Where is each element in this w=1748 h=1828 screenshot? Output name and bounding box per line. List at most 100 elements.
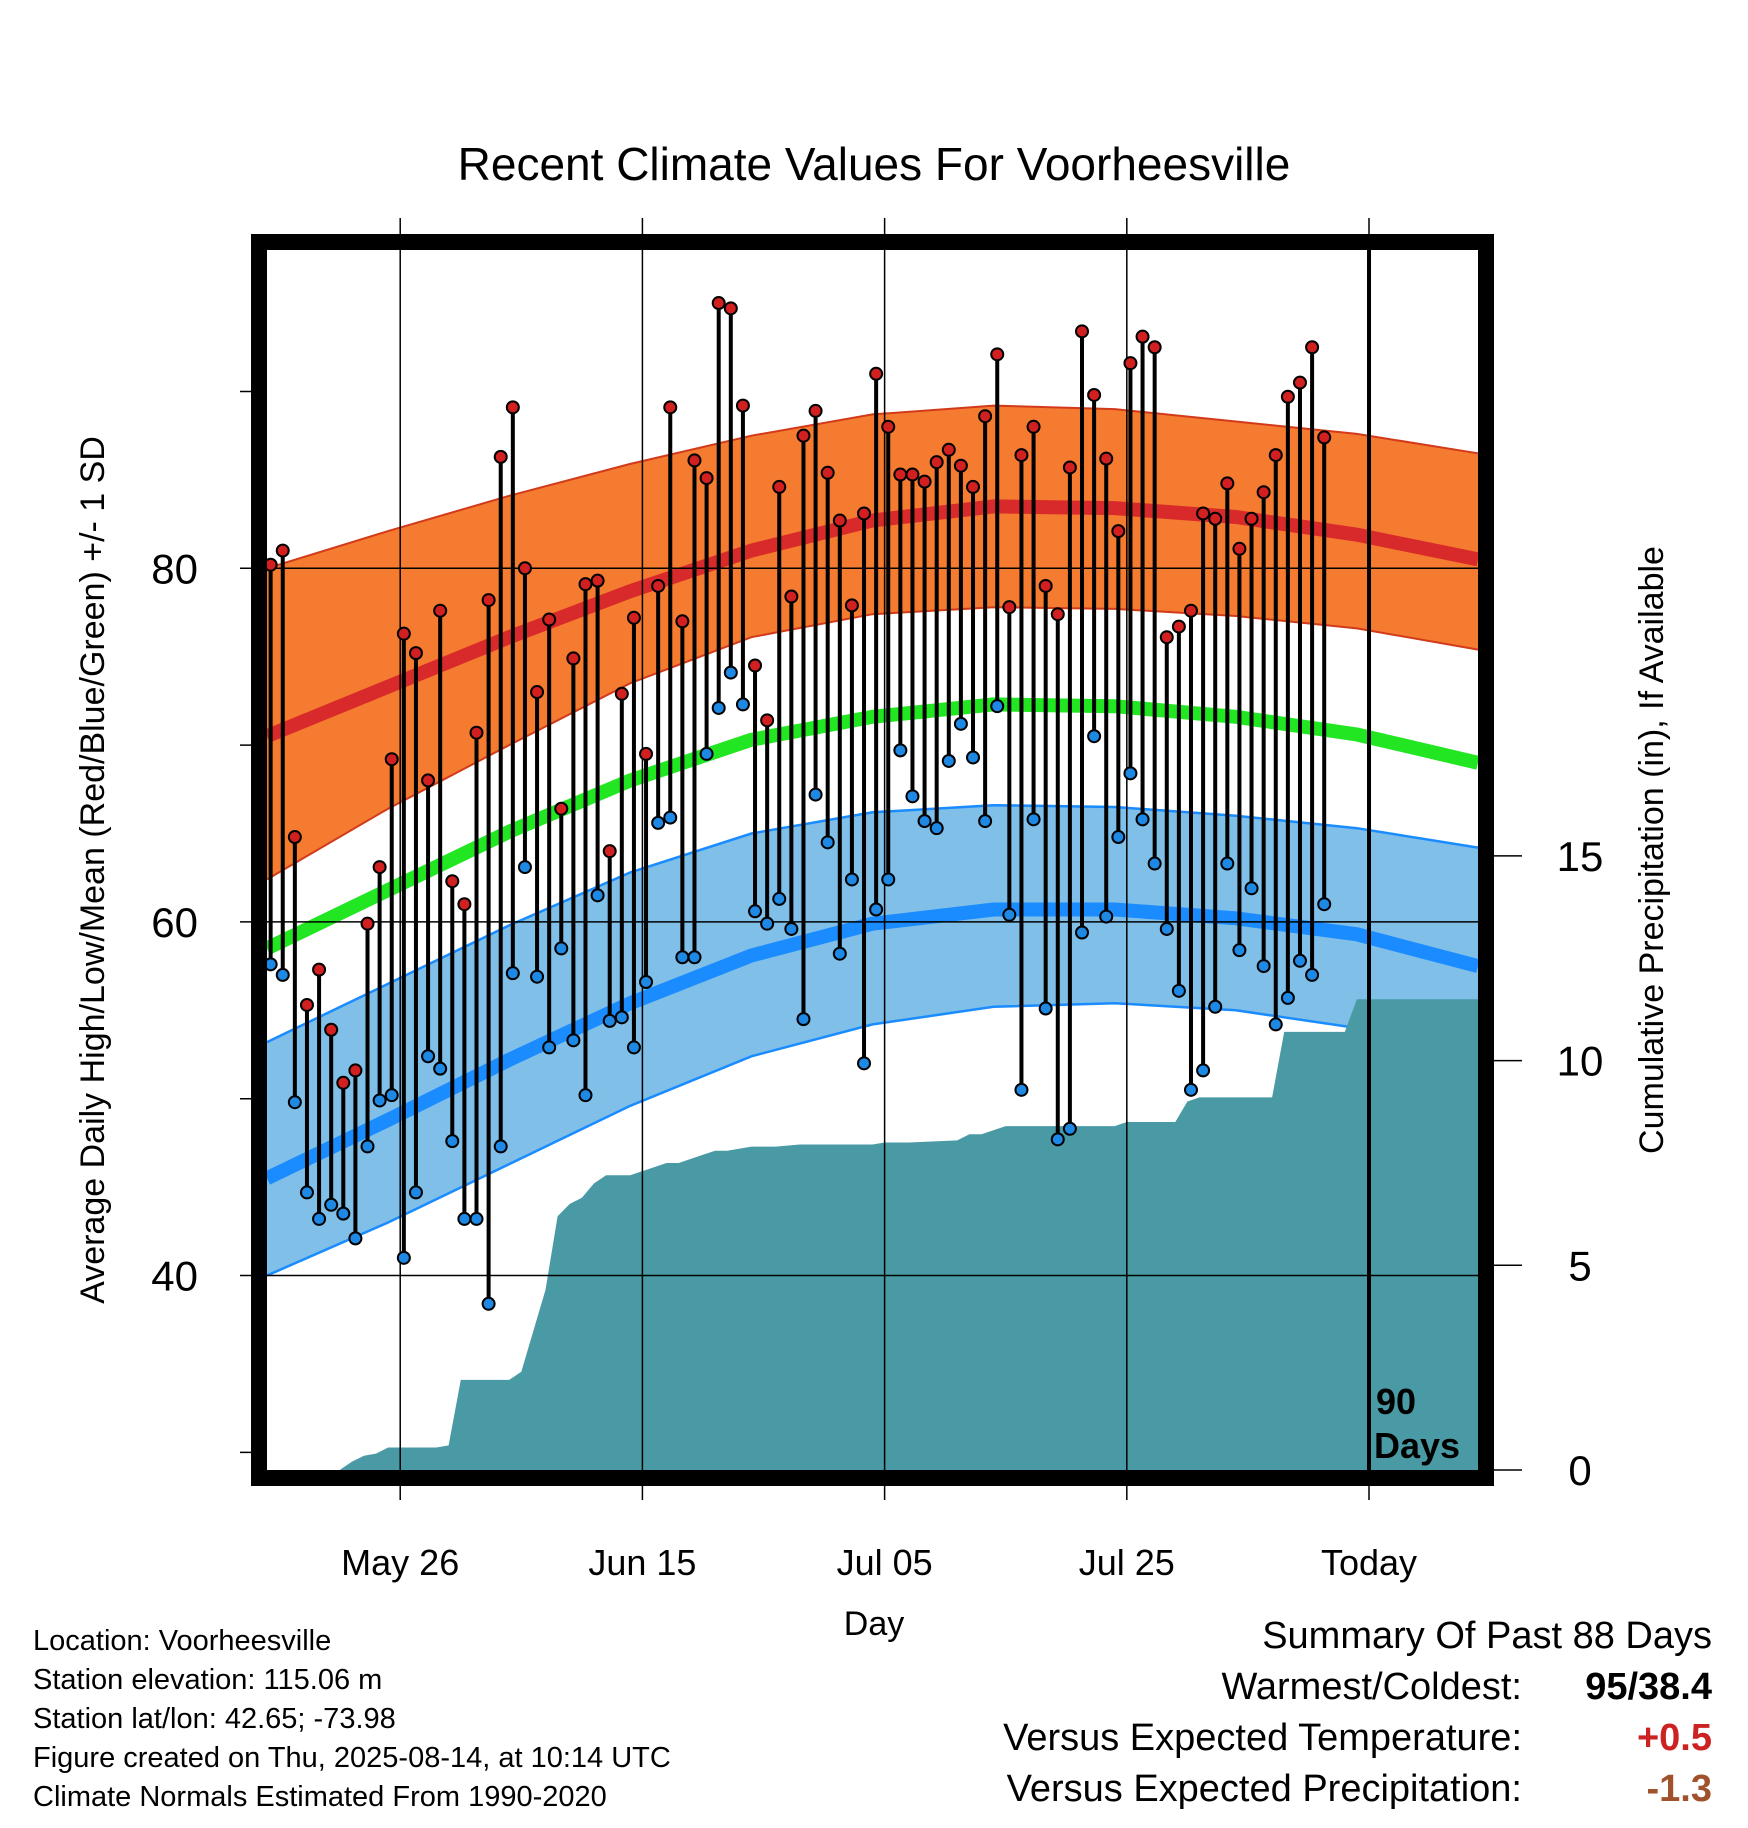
daily-high-point [493, 449, 508, 464]
daily-high-point [1050, 607, 1065, 622]
daily-high-point [905, 467, 920, 482]
daily-high-point [1099, 451, 1114, 466]
daily-low-point [723, 665, 738, 680]
daily-observations [263, 250, 1372, 1470]
daily-low-point [530, 969, 545, 984]
daily-high-point [1014, 448, 1029, 463]
daily-low-point [1002, 907, 1017, 922]
warm-cold-label: Warmest/Coldest: [1221, 1666, 1522, 1708]
daily-low-point [760, 916, 775, 931]
daily-low-point [832, 946, 847, 961]
daily-low-point [324, 1197, 339, 1212]
high-sd-upper-edge [266, 404, 1479, 570]
daily-high-point [675, 614, 690, 629]
daily-low-point [796, 1012, 811, 1027]
daily-high-point [1087, 387, 1102, 402]
daily-high-point [990, 347, 1005, 362]
daily-high-point [1208, 511, 1223, 526]
daily-low-point [978, 814, 993, 829]
summary-title: Summary Of Past 88 Days [1262, 1615, 1712, 1657]
daily-low-point [517, 860, 532, 875]
daily-high-point [1256, 485, 1271, 500]
daily-low-point [275, 967, 290, 982]
daily-high-point [445, 874, 460, 889]
summary-title-row: Summary Of Past 88 Days [1003, 1615, 1712, 1666]
daily-high-point [505, 400, 520, 415]
normals-text: Climate Normals Estimated From 1990-2020 [33, 1781, 607, 1813]
daily-low-point [1087, 729, 1102, 744]
daily-low-point [1268, 1017, 1283, 1032]
daily-low-point [457, 1211, 472, 1226]
daily-low-point [493, 1139, 508, 1154]
daily-high-point [1135, 329, 1150, 344]
y-axis-label: Average Daily High/Low/Mean (Red/Blue/Gr… [74, 436, 112, 1304]
daily-low-point [445, 1134, 460, 1149]
daily-low-point [1256, 959, 1271, 974]
x-tick-label: May 26 [341, 1542, 459, 1583]
daily-high-point [1002, 600, 1017, 615]
daily-low-point [1171, 983, 1186, 998]
daily-low-point [312, 1211, 327, 1226]
daily-high-point [433, 603, 448, 618]
daily-low-point [554, 941, 569, 956]
daily-high-point [844, 598, 859, 613]
chart-title: Recent Climate Values For Voorheesville [458, 138, 1291, 190]
daily-high-point [312, 962, 327, 977]
daily-high-point [626, 610, 641, 625]
daily-low-point [990, 699, 1005, 714]
daily-high-point [663, 400, 678, 415]
daily-high-point [602, 844, 617, 859]
daily-low-point [820, 835, 835, 850]
daily-high-point [566, 651, 581, 666]
daily-high-point [287, 830, 302, 845]
daily-high-point [275, 543, 290, 558]
daily-high-point [651, 578, 666, 593]
daily-high-point [978, 409, 993, 424]
daily-low-point [1196, 1063, 1211, 1078]
daily-low-point [1111, 830, 1126, 845]
daily-low-point [772, 891, 787, 906]
daily-high-point [384, 752, 399, 767]
daily-low-point [808, 787, 823, 802]
daily-high-point [711, 296, 726, 311]
daily-low-point [881, 872, 896, 887]
daily-high-point [530, 685, 545, 700]
daily-low-point [1292, 953, 1307, 968]
daily-high-point [917, 474, 932, 489]
daily-low-point [421, 1049, 436, 1064]
daily-low-point [602, 1013, 617, 1028]
daily-low-point [687, 950, 702, 965]
precip-value: -1.3 [1646, 1768, 1712, 1810]
daily-high-point [1111, 524, 1126, 539]
y-tick-label: 40 [151, 1253, 198, 1300]
daily-low-point [1038, 1001, 1053, 1016]
daily-high-point [953, 458, 968, 473]
daily-low-point [360, 1139, 375, 1154]
daily-high-point [893, 467, 908, 482]
daily-high-point [1232, 541, 1247, 556]
daily-low-point [869, 902, 884, 917]
daily-low-point [614, 1010, 629, 1025]
daily-high-point [881, 419, 896, 434]
daily-high-point [578, 577, 593, 592]
daily-low-point [953, 716, 968, 731]
daily-low-point [844, 872, 859, 887]
daily-low-point [735, 697, 750, 712]
daily-high-point [772, 479, 787, 494]
latlon-text: Station lat/lon: 42.65; -73.98 [33, 1703, 396, 1735]
daily-high-point [299, 997, 314, 1012]
daily-high-point [796, 428, 811, 443]
daily-high-point [832, 513, 847, 528]
daily-low-point [1026, 812, 1041, 827]
daily-low-point [1135, 812, 1150, 827]
daily-high-point [1147, 340, 1162, 355]
daily-high-point [324, 1022, 339, 1037]
daily-high-point [1159, 630, 1174, 645]
daily-high-point [481, 593, 496, 608]
daily-low-point [1050, 1132, 1065, 1147]
daily-high-point [372, 860, 387, 875]
daily-high-point [421, 773, 436, 788]
daily-high-point [1038, 578, 1053, 593]
daily-low-point [711, 700, 726, 715]
daily-low-point [336, 1206, 351, 1221]
